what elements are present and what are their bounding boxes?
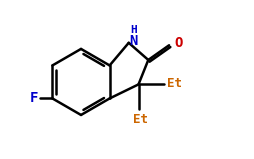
Text: O: O [173,36,182,50]
Text: Et: Et [132,113,147,126]
Text: H: H [129,25,136,35]
Text: F: F [30,91,38,105]
Text: Et: Et [166,77,181,90]
Text: N: N [129,34,137,48]
